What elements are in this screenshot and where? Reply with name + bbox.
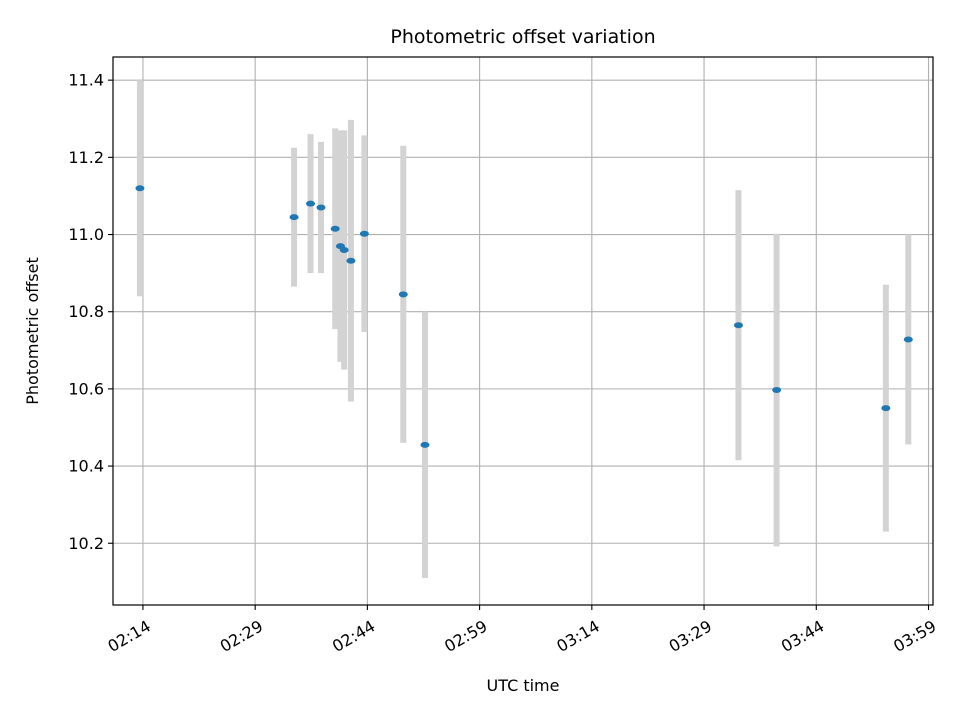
x-tick-label: 02:14 [104,616,153,656]
x-tick-label: 03:14 [553,616,602,656]
y-axis-ticks: 10.2 10.4 10.6 10.8 11.0 11.2 11.4 [68,71,113,553]
data-point [398,291,408,298]
plot-area [113,57,933,605]
x-tick-label: 03:44 [778,616,827,656]
grid [113,57,933,605]
x-tick-label: 03:29 [666,616,715,656]
data-point [881,405,891,412]
y-tick-label: 10.8 [68,302,104,321]
x-tick-label: 02:29 [217,616,266,656]
x-tick-label: 02:59 [441,616,490,656]
data-point [420,441,430,448]
data-point [346,257,356,264]
x-axis-label: UTC time [487,676,560,695]
x-tick-label: 02:44 [329,616,378,656]
plot-frame [112,56,934,606]
data-point [289,214,299,221]
data-point [339,246,349,253]
chart-title: Photometric offset variation [390,26,655,48]
data-point [359,230,369,237]
x-axis-ticks: 02:14 02:29 02:44 02:59 03:14 03:29 03:44 03:59 [104,605,940,656]
data-point [903,336,913,343]
data-point [733,322,743,329]
y-axis-label: Photometric offset [23,257,42,405]
x-tick-label: 03:59 [890,616,939,656]
data-point [135,185,145,192]
y-tick-label: 11.2 [68,148,104,167]
data-point [306,200,316,207]
y-tick-label: 10.2 [68,534,104,553]
y-tick-label: 10.6 [68,379,104,398]
data-point [772,387,782,394]
data-points [135,185,913,448]
data-point [316,204,326,211]
data-point [330,225,340,232]
y-tick-label: 11.0 [68,225,104,244]
y-tick-label: 11.4 [68,71,104,90]
y-tick-label: 10.4 [68,457,104,476]
